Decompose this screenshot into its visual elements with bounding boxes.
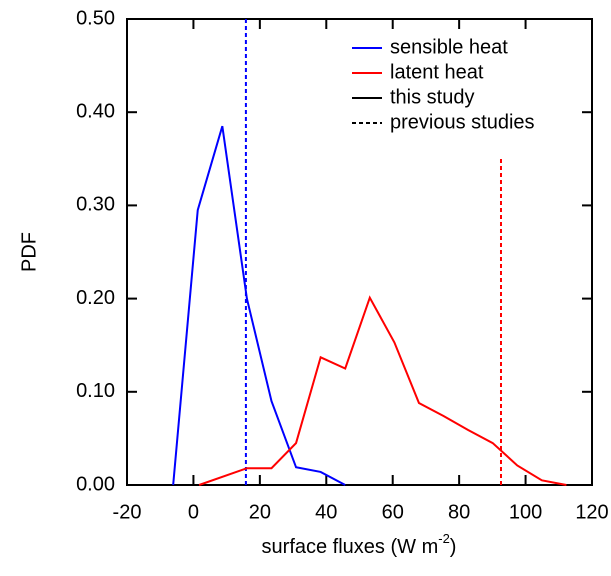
line [172, 125, 346, 486]
x-tick-label: 120 [575, 501, 608, 523]
x-tick-label: 100 [509, 501, 542, 523]
legend-label: sensible heat [390, 36, 508, 58]
x-label-suffix: ) [450, 536, 457, 558]
y-axis-label: PDF [18, 232, 40, 272]
x-tick-label: 0 [188, 501, 199, 523]
y-tick-label: 0.50 [76, 7, 115, 29]
x-tick-label: -20 [113, 501, 142, 523]
y-tick-label: 0.00 [76, 473, 115, 495]
y-tick-label: 0.10 [76, 380, 115, 402]
x-tick-label: 40 [315, 501, 337, 523]
y-tick-label: 0.40 [76, 100, 115, 122]
x-label-superscript: -2 [438, 531, 450, 546]
x-tick-label: 80 [448, 501, 470, 523]
legend-label: latent heat [390, 61, 484, 83]
legend-label: this study [390, 86, 474, 108]
x-axis-label: surface fluxes (W m-2) [262, 531, 457, 558]
x-tick-label: 20 [249, 501, 271, 523]
plot-frame [126, 18, 593, 486]
y-tick-label: 0.20 [76, 287, 115, 309]
legend-label: previous studies [390, 111, 535, 133]
y-tick-label: 0.30 [76, 194, 115, 216]
x-label-text: surface fluxes (W m [262, 536, 439, 558]
line [198, 295, 567, 486]
x-tick-label: 60 [382, 501, 404, 523]
